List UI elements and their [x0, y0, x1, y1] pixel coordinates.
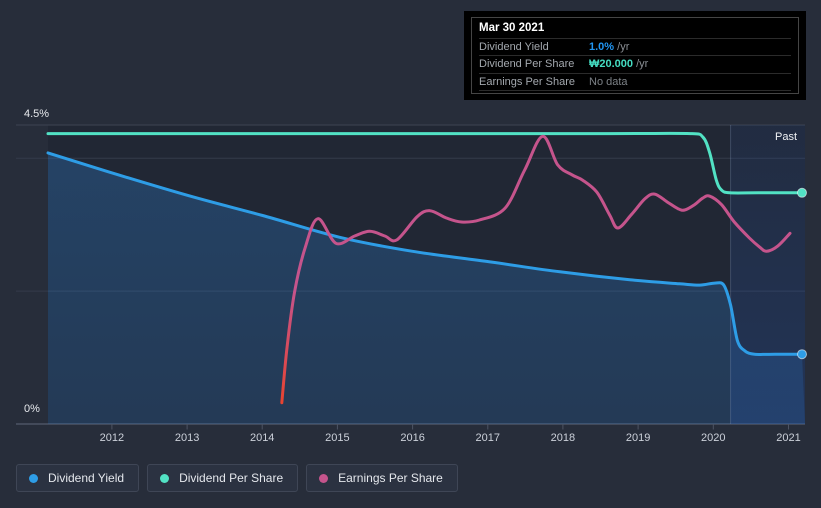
tooltip-row: Dividend Per Share ₩20.000 /yr [479, 55, 791, 72]
x-axis-tick-label: 2020 [701, 432, 725, 444]
y-axis-label-max: 4.5% [24, 108, 49, 120]
dividend-yield-area-fill [48, 152, 805, 424]
tooltip-row-unit: /yr [614, 41, 630, 54]
x-axis-tick-label: 2014 [250, 432, 274, 444]
legend-dot-icon [319, 473, 329, 483]
x-axis-tick-label: 2012 [100, 432, 124, 444]
legend-item-dividend-per-share[interactable]: Dividend Per Share [147, 464, 299, 492]
legend-item-dividend-yield[interactable]: Dividend Yield [16, 464, 140, 492]
x-axis-tick-label: 2017 [476, 432, 500, 444]
x-axis-tick-label: 2018 [551, 432, 575, 444]
dividend-per-share-end-dot [797, 187, 807, 198]
tooltip-row: Earnings Per Share No data [479, 72, 791, 91]
series-lines-layer [46, 131, 804, 405]
chart-tooltip: Mar 30 2021 Dividend Yield 1.0% /yr Divide… [464, 11, 806, 100]
legend-item-label: Dividend Yield [48, 471, 125, 485]
series-end-dots [797, 187, 807, 360]
x-axis-tick-label: 2013 [175, 432, 199, 444]
tooltip-box: Mar 30 2021 Dividend Yield 1.0% /yr Divide… [471, 17, 799, 94]
legend-dot-icon [160, 473, 170, 483]
x-axis-tick-label: 2019 [626, 432, 650, 444]
tooltip-row-label: Dividend Per Share [479, 58, 575, 71]
tooltip-row-value: 1.0% [589, 41, 615, 54]
y-axis-label-min: 0% [24, 403, 40, 415]
legend: Dividend Yield Dividend Per Share Earnings… [16, 464, 458, 492]
tooltip-row-unit: /yr [633, 58, 649, 71]
legend-item-label: Earnings Per Share [338, 471, 443, 485]
area-fill-layer [48, 152, 805, 424]
tooltip-rows: Dividend Yield 1.0% /yr Dividend Per Share… [479, 38, 791, 91]
past-region-label: Past [775, 131, 797, 143]
x-axis-layer: 2012 2013 2014 2015 2016 2017 2018 2019 2020 2021 [100, 424, 801, 444]
legend-item-label: Dividend Per Share [179, 471, 284, 485]
tooltip-date: Mar 30 2021 [479, 22, 545, 34]
legend-dot-icon [29, 473, 38, 483]
past-region-band [730, 125, 805, 424]
dividend-yield-end-dot [797, 349, 807, 360]
legend-item-earnings-per-share[interactable]: Earnings Per Share [306, 464, 458, 492]
x-axis-tick-label: 2016 [400, 432, 424, 444]
past-band [730, 125, 805, 424]
tooltip-row-value: No data [589, 75, 628, 88]
x-axis-tick-label: 2015 [325, 432, 349, 444]
tooltip-row-value: ₩20.000 [589, 58, 634, 71]
dividend-per-share-line [46, 131, 804, 195]
tooltip-row-label: Dividend Yield [479, 41, 549, 54]
tooltip-row: Dividend Yield 1.0% /yr [479, 38, 791, 55]
earnings-per-share-line [280, 134, 792, 405]
dividend-yield-line [46, 151, 804, 356]
tooltip-row-label: Earnings Per Share [479, 75, 575, 88]
x-axis-tick-label: 2021 [776, 432, 800, 444]
